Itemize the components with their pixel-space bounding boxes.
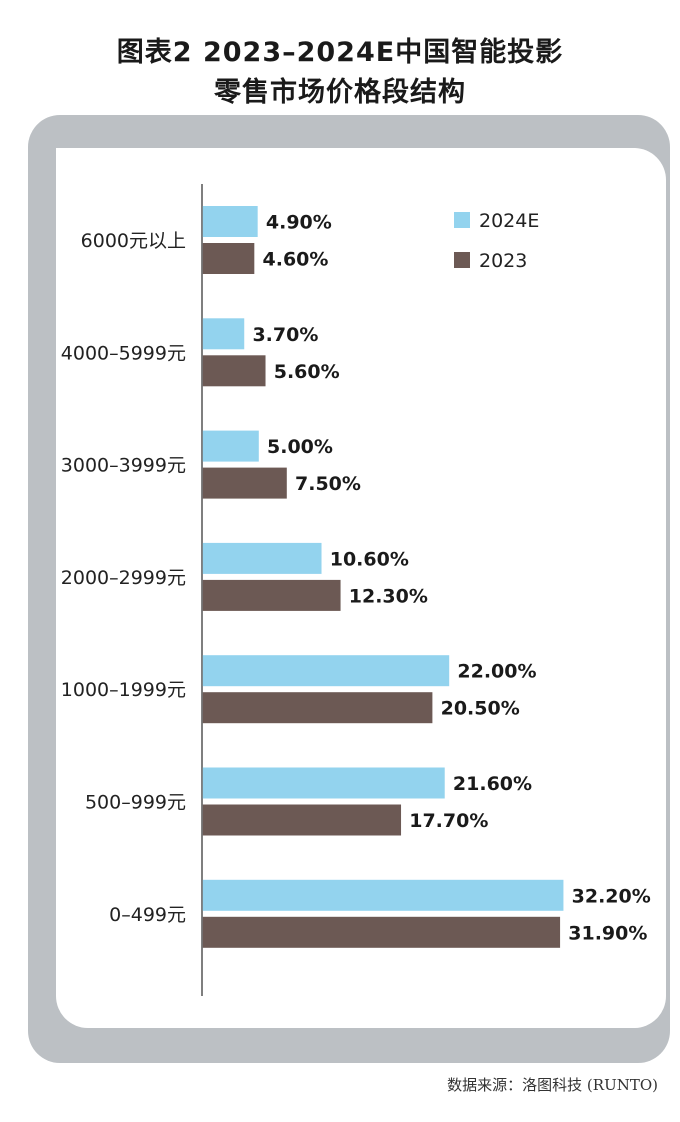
bar-2023	[202, 579, 341, 611]
data-label: 5.60%	[274, 361, 340, 383]
legend-swatch-2023	[454, 252, 470, 268]
data-label: 3.70%	[252, 324, 318, 346]
bar-2023	[202, 243, 255, 274]
legend-label: 2023	[479, 250, 527, 272]
category-label: 500–999元	[85, 792, 186, 814]
category-label: 0–499元	[109, 904, 186, 926]
data-label: 20.50%	[441, 698, 520, 720]
bar-2023	[202, 467, 287, 499]
category-label: 3000–3999元	[61, 455, 186, 477]
data-label: 31.90%	[568, 922, 647, 944]
data-label: 22.00%	[457, 661, 536, 683]
legend-swatch-2024e	[454, 212, 470, 228]
chart-frame: 6000元以上 4.90% 4.60% 4000–5999元 3.70% 5.60% 300…	[28, 115, 670, 1063]
bar-2024e	[202, 430, 259, 462]
data-label: 10.60%	[330, 548, 409, 570]
data-label: 5.00%	[267, 436, 333, 458]
bar-2024e	[202, 206, 258, 237]
bar-chart: 6000元以上 4.90% 4.60% 4000–5999元 3.70% 5.60% 300…	[61, 184, 651, 996]
bar-2024e	[202, 318, 245, 350]
category-label: 1000–1999元	[61, 679, 186, 701]
data-label: 12.30%	[349, 585, 428, 607]
chart-panel: 6000元以上 4.90% 4.60% 4000–5999元 3.70% 5.60% 300…	[56, 148, 666, 1028]
bar-2023	[202, 355, 266, 387]
bar-2023	[202, 916, 561, 948]
data-label: 32.20%	[572, 885, 651, 907]
bar-2023	[202, 804, 402, 836]
bar-2023	[202, 692, 433, 724]
bar-2024e	[202, 542, 322, 574]
bar-2024e	[202, 767, 445, 799]
category-label: 2000–2999元	[61, 567, 186, 589]
chart-title-line-2: 零售市场价格段结构	[214, 77, 466, 108]
data-label: 4.90%	[266, 212, 332, 234]
legend-label: 2024E	[479, 210, 539, 232]
category-label: 4000–5999元	[61, 342, 186, 364]
data-label: 21.60%	[453, 773, 532, 795]
category-label: 6000元以上	[81, 230, 186, 252]
data-label: 7.50%	[295, 473, 361, 495]
data-label: 17.70%	[409, 810, 488, 832]
chart-title-line-1: 图表2 2023–2024E中国智能投影	[116, 37, 564, 68]
bar-2024e	[202, 655, 450, 687]
bar-2024e	[202, 879, 564, 911]
source-note: 数据来源：洛图科技 (RUNTO)	[447, 1076, 658, 1094]
data-label: 4.60%	[263, 249, 329, 271]
